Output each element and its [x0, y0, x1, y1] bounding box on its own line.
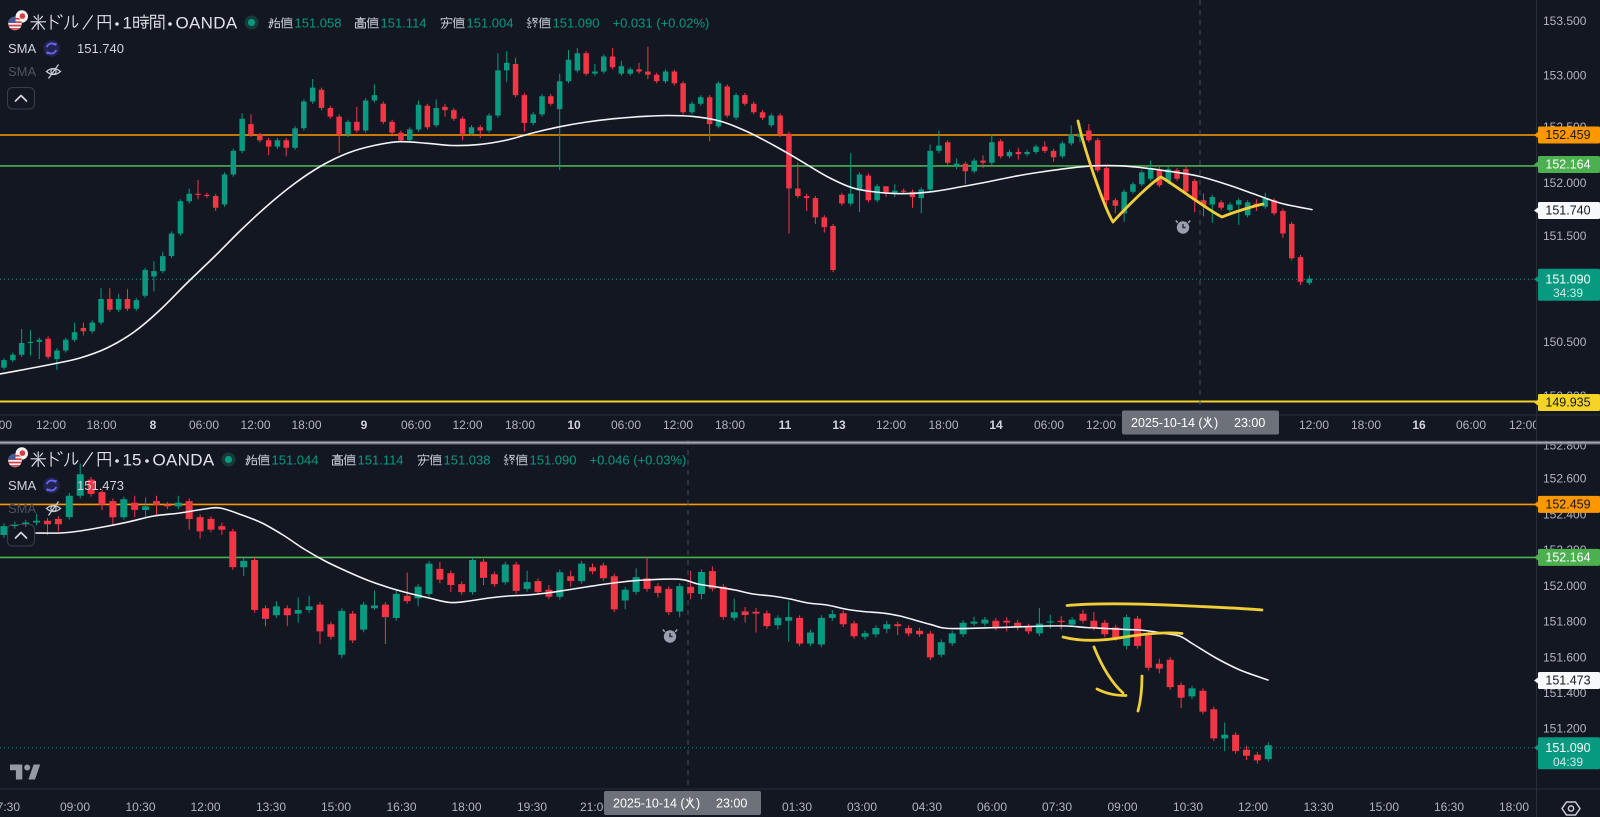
svg-text:151.114: 151.114 — [358, 453, 404, 468]
svg-text:+0.046 (+0.03%): +0.046 (+0.03%) — [590, 453, 687, 468]
svg-text:19:30: 19:30 — [517, 800, 547, 814]
svg-text:07:30: 07:30 — [0, 800, 20, 814]
svg-text:18:00: 18:00 — [715, 418, 745, 432]
svg-text:06:00: 06:00 — [977, 800, 1007, 814]
svg-text:151.600: 151.600 — [1543, 651, 1587, 665]
svg-text:151.044: 151.044 — [272, 453, 319, 468]
svg-text:18:00: 18:00 — [451, 800, 481, 814]
svg-text:18:00: 18:00 — [505, 418, 535, 432]
svg-text:06:00: 06:00 — [611, 418, 641, 432]
svg-text:151.090: 151.090 — [553, 16, 600, 31]
svg-text:152.164: 152.164 — [1545, 158, 1590, 172]
svg-text:13:30: 13:30 — [1303, 800, 1333, 814]
svg-text:152.000: 152.000 — [1543, 176, 1587, 190]
svg-text:18:00: 18:00 — [928, 418, 958, 432]
svg-text:15:00: 15:00 — [1369, 800, 1399, 814]
svg-text:18:00: 18:00 — [1499, 800, 1529, 814]
svg-text:15: 15 — [123, 451, 142, 470]
svg-text:151.090: 151.090 — [1545, 272, 1590, 286]
svg-text:15:00: 15:00 — [321, 800, 351, 814]
svg-text:OANDA: OANDA — [176, 14, 238, 33]
svg-text:16: 16 — [1412, 418, 1426, 432]
svg-text:09:00: 09:00 — [1107, 800, 1137, 814]
svg-text:2025-10-14 (: 2025-10-14 ( — [613, 797, 685, 811]
svg-text:151.038: 151.038 — [444, 453, 491, 468]
svg-text:151.740: 151.740 — [77, 41, 124, 56]
svg-text:151.200: 151.200 — [1543, 722, 1587, 736]
svg-text:01:30: 01:30 — [782, 800, 812, 814]
svg-text:152.164: 152.164 — [1545, 551, 1590, 565]
svg-text:12:00: 12:00 — [190, 800, 220, 814]
svg-text:03:00: 03:00 — [847, 800, 877, 814]
svg-text:1: 1 — [123, 14, 132, 33]
svg-text:07:30: 07:30 — [1042, 800, 1072, 814]
svg-text:14: 14 — [989, 418, 1003, 432]
svg-text:150.500: 150.500 — [1543, 335, 1587, 349]
svg-text:04:39: 04:39 — [1553, 755, 1583, 769]
svg-text:18:00: 18:00 — [1351, 418, 1381, 432]
svg-text:151.090: 151.090 — [1545, 741, 1590, 755]
svg-text:): ) — [1214, 416, 1218, 430]
svg-text:151.004: 151.004 — [467, 16, 514, 31]
svg-text:06:00: 06:00 — [0, 418, 12, 432]
svg-text:18:00: 18:00 — [291, 418, 321, 432]
svg-text:12:00: 12:00 — [36, 418, 66, 432]
svg-text:11: 11 — [779, 418, 792, 432]
svg-text:21:00: 21:00 — [580, 800, 610, 814]
svg-text:153.000: 153.000 — [1543, 69, 1587, 83]
svg-text:16:30: 16:30 — [386, 800, 416, 814]
svg-text:151.473: 151.473 — [77, 478, 124, 493]
svg-text:2025-10-14 (: 2025-10-14 ( — [1131, 416, 1203, 430]
svg-text:SMA: SMA — [8, 478, 37, 493]
svg-text:09:00: 09:00 — [60, 800, 90, 814]
svg-text:151.114: 151.114 — [381, 16, 427, 31]
svg-text:151.800: 151.800 — [1543, 615, 1587, 629]
svg-text:152.000: 152.000 — [1543, 579, 1587, 593]
svg-text:SMA: SMA — [8, 41, 37, 56]
svg-text:SMA: SMA — [8, 64, 37, 79]
svg-text:04:30: 04:30 — [912, 800, 942, 814]
svg-text:+0.031 (+0.02%): +0.031 (+0.02%) — [613, 16, 710, 31]
svg-text:10:30: 10:30 — [125, 800, 155, 814]
svg-text:10: 10 — [567, 418, 581, 432]
svg-text:152.459: 152.459 — [1545, 498, 1590, 512]
svg-text:151.400: 151.400 — [1543, 686, 1587, 700]
svg-text:12:00: 12:00 — [1086, 418, 1116, 432]
svg-text:23:00: 23:00 — [716, 797, 747, 811]
svg-text:18:00: 18:00 — [86, 418, 116, 432]
svg-text:9: 9 — [361, 418, 368, 432]
svg-text:06:00: 06:00 — [1034, 418, 1064, 432]
svg-text:06:00: 06:00 — [401, 418, 431, 432]
svg-text:12:00: 12:00 — [240, 418, 270, 432]
svg-text:151.058: 151.058 — [295, 16, 342, 31]
svg-text:12:00: 12:00 — [452, 418, 482, 432]
svg-text:34:39: 34:39 — [1553, 286, 1583, 300]
svg-text:151.740: 151.740 — [1545, 204, 1590, 218]
svg-text:16:30: 16:30 — [1434, 800, 1464, 814]
svg-text:153.500: 153.500 — [1543, 14, 1587, 28]
svg-text:13:30: 13:30 — [256, 800, 286, 814]
svg-text:12:00: 12:00 — [1299, 418, 1329, 432]
svg-text:): ) — [696, 797, 700, 811]
svg-text:151.090: 151.090 — [530, 453, 577, 468]
svg-text:151.500: 151.500 — [1543, 229, 1587, 243]
svg-text:12:00: 12:00 — [1238, 800, 1268, 814]
svg-text:10:30: 10:30 — [1173, 800, 1203, 814]
svg-text:06:00: 06:00 — [189, 418, 219, 432]
svg-text:12:00: 12:00 — [1509, 418, 1539, 432]
svg-text:152.459: 152.459 — [1545, 128, 1590, 142]
svg-text:149.935: 149.935 — [1545, 396, 1590, 410]
svg-text:151.473: 151.473 — [1545, 674, 1590, 688]
svg-text:OANDA: OANDA — [153, 451, 215, 470]
svg-text:SMA: SMA — [8, 501, 37, 516]
svg-text:23:00: 23:00 — [1234, 416, 1265, 430]
svg-text:12:00: 12:00 — [876, 418, 906, 432]
svg-text:13: 13 — [832, 418, 846, 432]
svg-text:8: 8 — [150, 418, 157, 432]
svg-text:152.600: 152.600 — [1543, 472, 1587, 486]
svg-text:06:00: 06:00 — [1456, 418, 1486, 432]
svg-text:12:00: 12:00 — [663, 418, 693, 432]
